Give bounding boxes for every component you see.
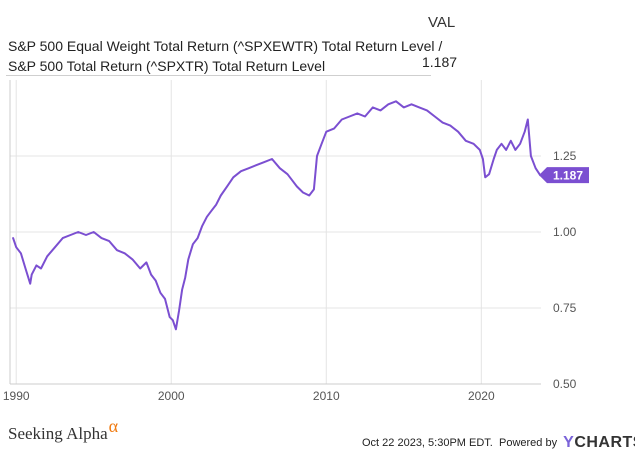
series-group: [12, 100, 542, 331]
y-tick-label: 1.25: [553, 149, 577, 163]
last-value-label: 1.187: [539, 167, 589, 184]
brand-name: Seeking Alpha: [8, 424, 108, 443]
last-value-text: 1.187: [553, 169, 583, 183]
x-tick-label: 2000: [158, 389, 185, 403]
y-tick-label: 1.00: [553, 225, 577, 239]
y-tick-label: 0.75: [553, 301, 577, 315]
series-current-value: 1.187: [422, 54, 458, 70]
ycharts-y-mark: Y: [563, 434, 575, 451]
x-tick-label: 2010: [313, 389, 340, 403]
header-divider: [6, 75, 431, 76]
grid-lines: [10, 80, 541, 385]
series-line: [12, 100, 542, 331]
chart-footer: Oct 22 2023, 5:30PM EDT. Powered by YCHA…: [362, 433, 635, 451]
plot-frame: [9, 80, 541, 385]
series-name-line-2: S&P 500 Total Return (^SPXTR) Total Retu…: [8, 58, 326, 74]
ycharts-logo[interactable]: YCHARTS: [563, 434, 635, 451]
y-tick-label: 0.50: [553, 377, 577, 391]
seeking-alpha-logo: Seeking Alphaα: [8, 416, 118, 444]
series-name[interactable]: S&P 500 Equal Weight Total Return (^SPXE…: [8, 36, 442, 76]
series-name-line-1: S&P 500 Equal Weight Total Return (^SPXE…: [8, 38, 443, 54]
x-tick-label: 1990: [3, 389, 30, 403]
alpha-icon: α: [108, 416, 119, 436]
last-value-flag: [539, 167, 589, 184]
timestamp: Oct 22 2023, 5:30PM EDT.: [362, 437, 493, 449]
x-axis-ticks: 1990 2000 2010 2020: [3, 389, 495, 403]
ycharts-wordmark: CHARTS: [574, 434, 635, 451]
x-tick-label: 2020: [468, 389, 495, 403]
y-axis-ticks: 0.50 0.75 1.00 1.25: [553, 149, 577, 391]
value-column-header: VAL: [428, 14, 456, 31]
powered-by-label: Powered by: [498, 437, 558, 449]
